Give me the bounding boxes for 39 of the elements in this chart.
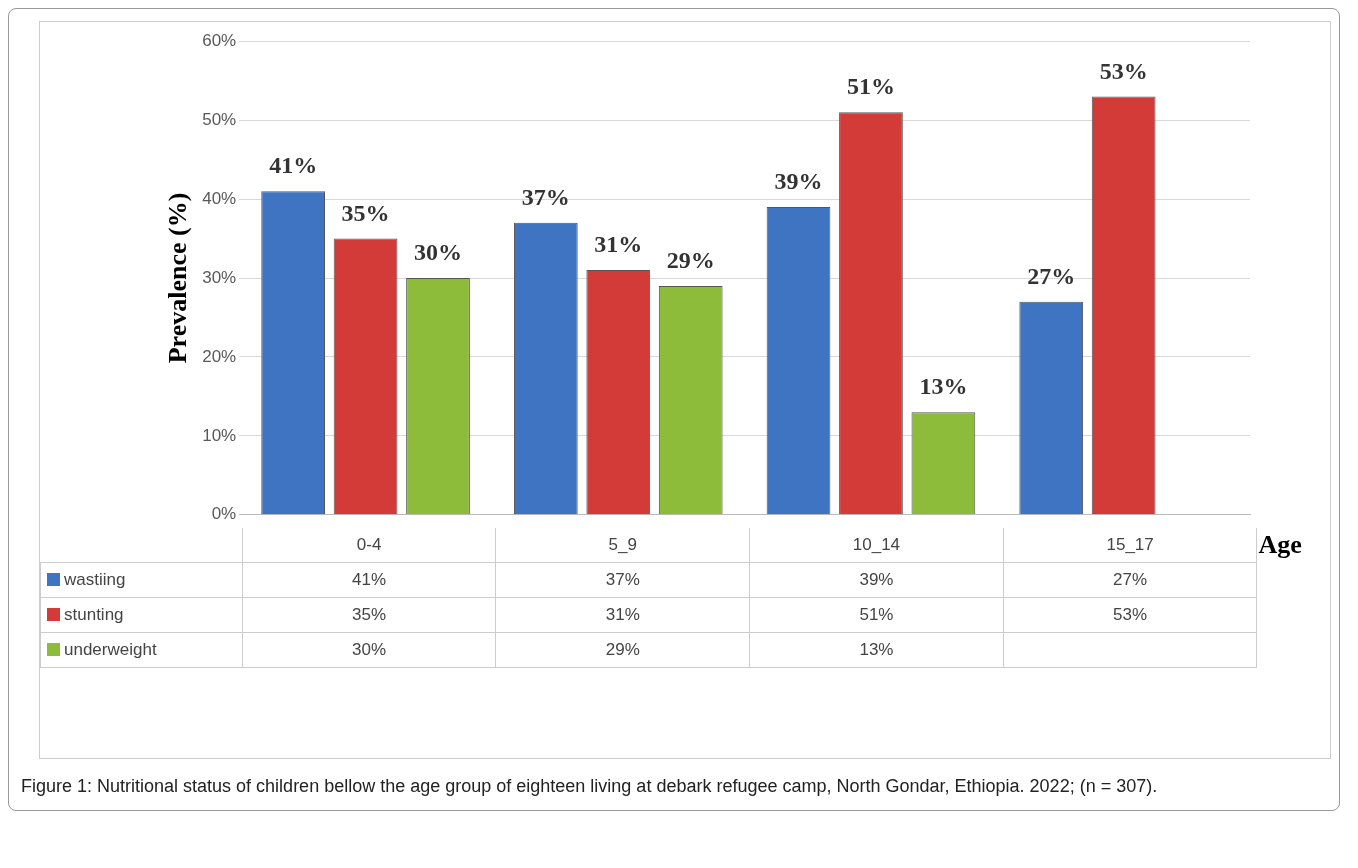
text: 31% — [594, 231, 643, 258]
x-tick-label: 15_17 — [1003, 528, 1257, 563]
text: 51% — [846, 73, 895, 100]
text: 41% — [269, 152, 318, 179]
x-tick-label: 5_9 — [495, 528, 750, 563]
data-label: 35% — [242, 597, 496, 633]
text: 29% — [666, 247, 715, 274]
legend-label: stunting — [64, 605, 124, 624]
y-tick-label: 40% — [202, 188, 237, 208]
data-label: 41% — [242, 562, 496, 598]
x-tick-label: 10_14 — [749, 528, 1004, 563]
x-tick-label: 0-4 — [242, 528, 496, 563]
x-axis-title: Age — [1257, 529, 1303, 562]
data-label: 37% — [495, 562, 750, 598]
y-tick-label: 10% — [202, 425, 237, 445]
y-tick-label: 60% — [202, 30, 237, 50]
data-label: 30% — [242, 632, 496, 668]
text: 30% — [414, 239, 463, 266]
legend-label: wastiing — [64, 570, 126, 589]
data-label: 53% — [1003, 597, 1257, 633]
text: 27% — [1027, 262, 1076, 289]
data-label: 51% — [749, 597, 1004, 633]
text: 35% — [341, 199, 390, 226]
caption: Figure 1: Nutritional status of children bellow the age group of eighteen living at debark refugee camp, North Gondar, Ethiopia. 2022; (n = 307). — [21, 775, 1159, 798]
data-label: 27% — [1003, 562, 1257, 598]
text: 13% — [919, 373, 968, 400]
text: 37% — [521, 183, 570, 210]
data-label: 29% — [495, 632, 750, 668]
y-tick-label: 50% — [202, 109, 237, 129]
y-axis-title: Prevalence (%) — [163, 192, 193, 364]
data-label: 13% — [749, 632, 1004, 668]
data-label: 39% — [749, 562, 1004, 598]
y-tick-label: 20% — [202, 346, 237, 366]
y-tick-label: 30% — [202, 267, 237, 287]
data-label: 31% — [495, 597, 750, 633]
text: 39% — [774, 168, 823, 195]
text: 53% — [1099, 57, 1148, 84]
y-tick-label: 0% — [211, 504, 237, 524]
legend-label: underweight — [64, 640, 157, 659]
